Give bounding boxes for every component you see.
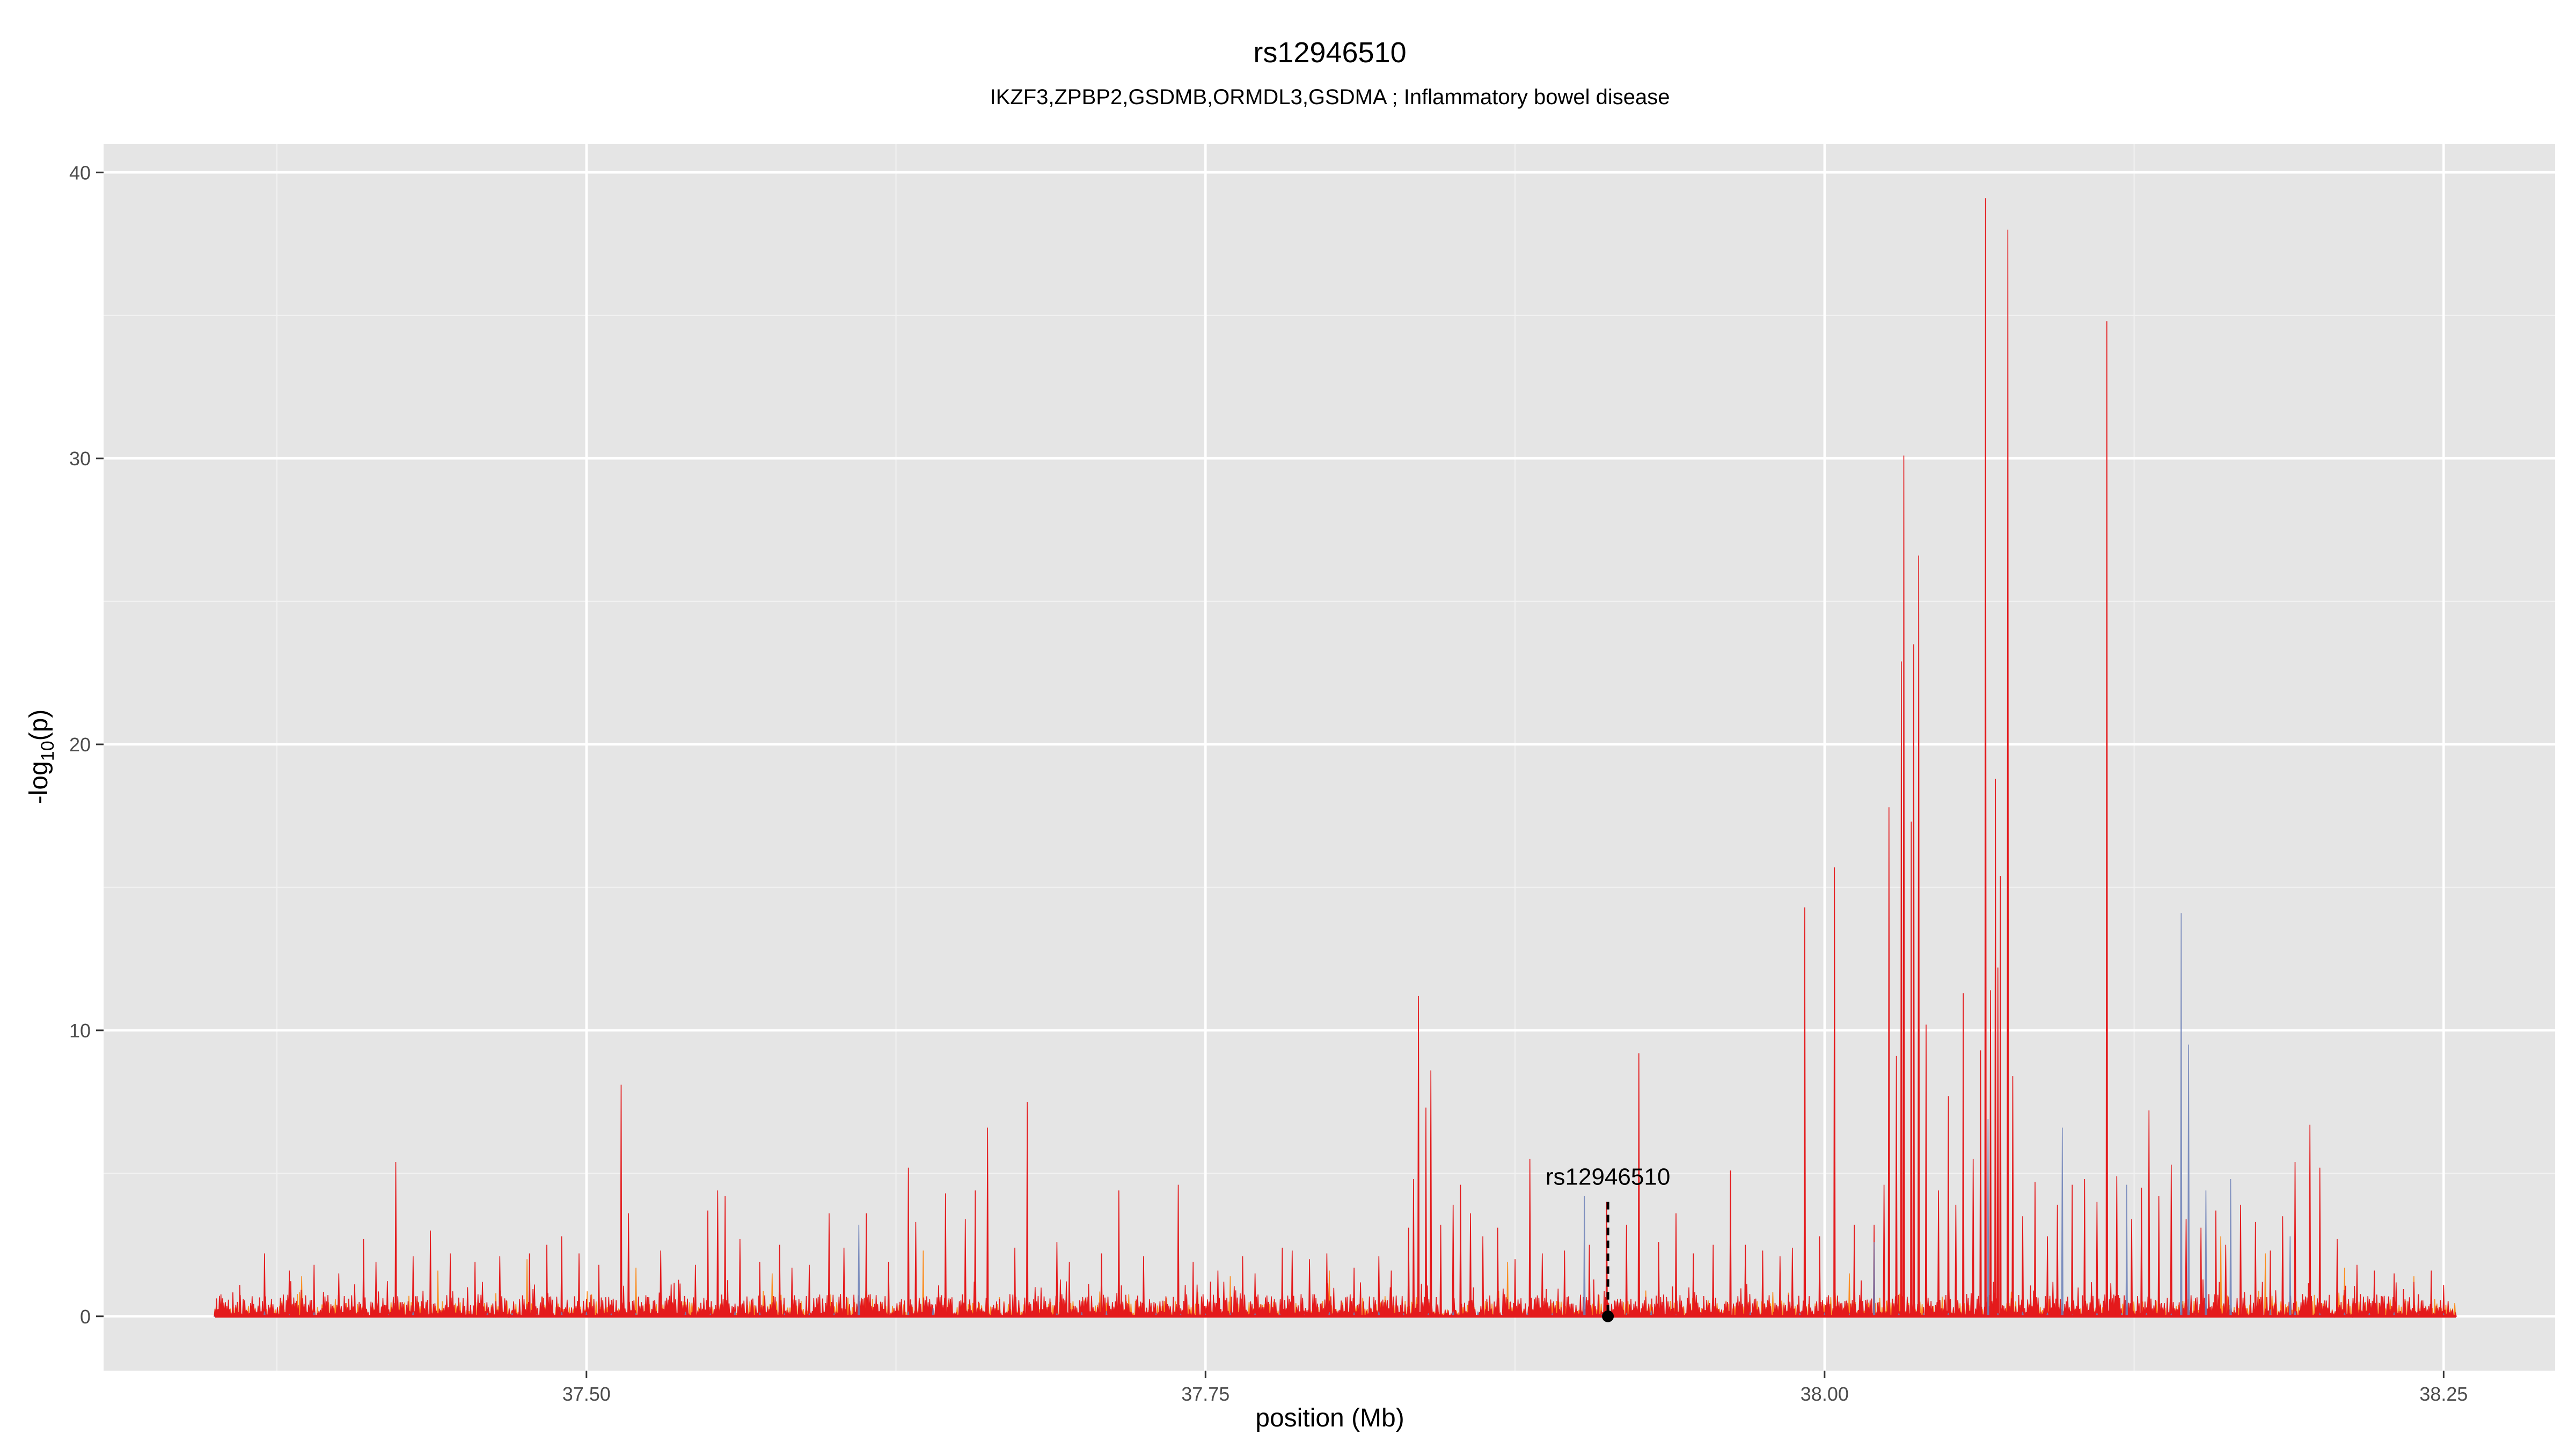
y-tick-label: 0 [80,1306,91,1328]
x-tick-label: 37.75 [1181,1383,1230,1405]
y-axis-title-tail: (p) [25,709,53,741]
minor-grid [104,144,2555,1371]
y-tick-label: 40 [69,162,91,184]
snp-marker-label: rs12946510 [1546,1164,1670,1190]
y-axis-ticks: 0 10 20 30 40 [69,162,104,1328]
plot-panel [104,144,2555,1371]
major-grid [104,144,2555,1371]
x-tick-label: 38.25 [2419,1383,2468,1405]
x-axis-ticks: 37.50 37.75 38.00 38.25 [562,1371,2468,1405]
y-tick-label: 30 [69,448,91,470]
y-tick-label: 10 [69,1020,91,1042]
series-layer [214,198,2457,1318]
chart-subtitle: IKZF3,ZPBP2,GSDMB,ORMDL3,GSDMA ; Inflamm… [990,85,1670,109]
snp-marker-point [1602,1310,1614,1322]
y-tick-label: 20 [69,734,91,756]
y-axis-title: -log10(p) [25,709,58,804]
chart-title: rs12946510 [1253,36,1406,69]
y-axis-title-main: -log [25,761,53,804]
x-axis-title: position (Mb) [1255,1404,1404,1432]
y-axis-title-subscript: 10 [38,741,58,761]
annotation-layer: rs12946510 [1546,1164,1670,1322]
x-tick-label: 38.00 [1801,1383,1849,1405]
x-tick-label: 37.50 [562,1383,611,1405]
